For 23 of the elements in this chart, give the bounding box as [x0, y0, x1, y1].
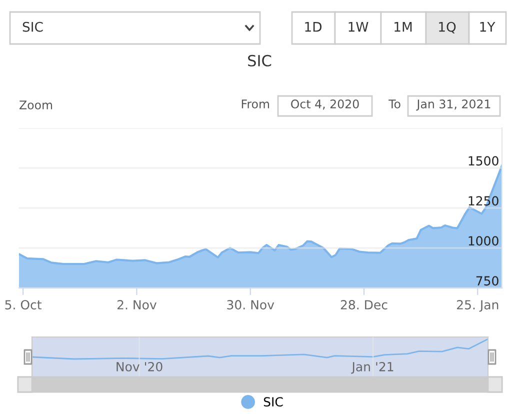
text: 1Q [439, 22, 456, 34]
text: 1M [394, 22, 412, 32]
text: 1W [348, 22, 368, 32]
text: To [388, 100, 400, 108]
x-tick-label: 28. Dec [340, 300, 388, 310]
y-tick-label: 1000 [468, 236, 498, 246]
x-tick-label: Nov '20 [116, 362, 162, 372]
text: Jan 31, 2021 [416, 99, 490, 111]
text: 1Y [480, 22, 496, 32]
x-tick-label: 2. Nov [117, 300, 156, 310]
x-tick-label: 30. Nov [227, 300, 274, 310]
text: 1D [305, 22, 322, 32]
x-tick-label: 5. Oct [5, 300, 42, 310]
y-tick-label: 750 [476, 276, 498, 286]
y-tick-label: 1500 [468, 156, 498, 166]
chart-title: SIC [248, 54, 272, 66]
text: Zoom [20, 100, 52, 110]
x-tick-label: 25. Jan [457, 300, 498, 312]
legend-label: SIC [264, 397, 283, 407]
text: SIC [22, 22, 43, 32]
x-tick-label: Jan '21 [351, 362, 394, 374]
text: From [242, 100, 269, 108]
text: Oct 4, 2020 [291, 99, 359, 110]
